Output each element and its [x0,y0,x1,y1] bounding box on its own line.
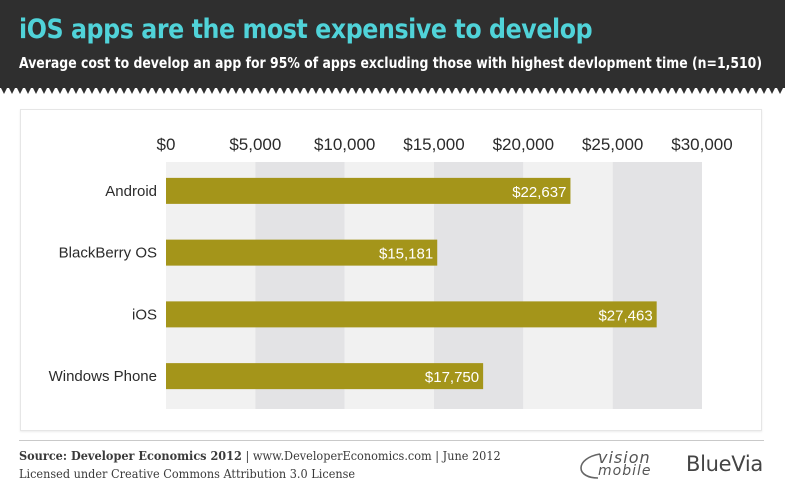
license-note: Licensed under Creative Commons Attribut… [19,467,356,481]
bar [166,363,484,390]
source-name: Source: Developer Economics 2012 [19,449,242,463]
x-tick-label: $15,000 [403,135,464,154]
source-details: | www.DeveloperEconomics.com | June 2012 [241,449,501,463]
data-label: $15,181 [379,246,433,263]
x-tick-label: $0 [157,135,176,154]
visionmobile-logo-bottom: mobile [598,463,652,479]
chart-panel: $0 $5,000 $10,000 $15,000 $20,000 $25,000 $30,… [20,109,762,431]
category-label: BlackBerry OS [59,245,157,262]
bar-chart: $0 $5,000 $10,000 $15,000 $20,000 $25,000 $30,… [49,135,733,409]
grid-band [612,162,702,409]
header-zigzag-edge [0,86,785,94]
visionmobile-swoosh-icon [580,453,601,479]
x-tick-label: $30,000 [671,135,732,154]
zigzag-path [0,86,785,94]
visionmobile-logo: vision mobile [578,450,664,482]
visionmobile-logo-top: vision [598,448,651,467]
chart-subtitle: Average cost to develop an app for 95% o… [19,54,763,72]
chart-title: iOS apps are the most expensive to devel… [19,14,593,45]
category-label: Windows Phone [49,368,157,385]
category-label: iOS [132,306,157,323]
source-credit: Source: Developer Economics 2012 | www.D… [19,449,501,463]
data-label: $17,750 [425,369,479,386]
x-tick-label: $20,000 [493,135,554,154]
header-banner: iOS apps are the most expensive to devel… [0,0,785,88]
bar [166,239,438,266]
x-tick-label: $10,000 [314,135,375,154]
bar [166,301,657,328]
data-label: $27,463 [598,307,652,324]
category-label: Android [105,183,157,200]
data-label: $22,637 [512,184,566,201]
x-tick-label: $5,000 [229,135,281,154]
x-tick-label: $25,000 [582,135,643,154]
bluevia-logo: BlueVia [686,452,763,476]
bar [166,177,571,204]
footer-divider [19,440,764,441]
